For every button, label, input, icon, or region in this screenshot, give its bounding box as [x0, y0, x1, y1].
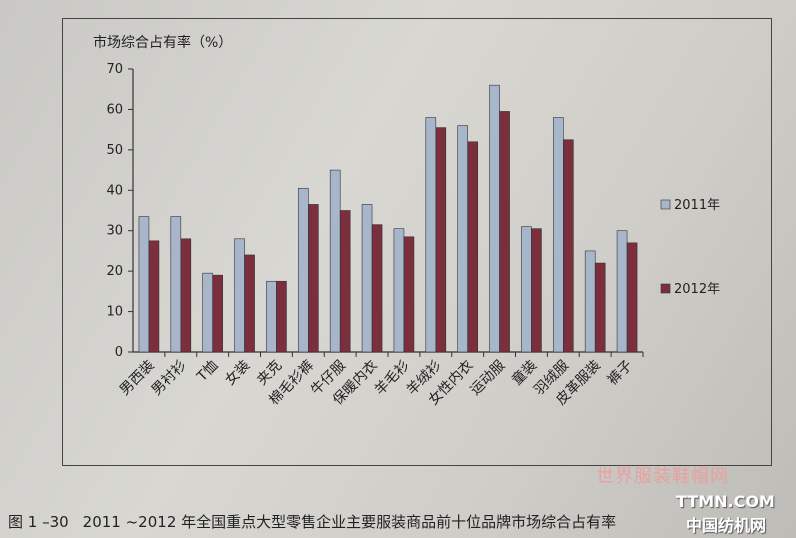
bar-2011	[457, 125, 468, 353]
x-category-label: 男西装	[117, 358, 158, 399]
bar-2012	[626, 242, 638, 353]
caption-number: 图 1 –30	[8, 513, 69, 531]
x-category-label: T恤	[194, 358, 222, 386]
x-category-label: 女装	[222, 357, 254, 389]
legend-label: 2012年	[674, 282, 720, 297]
bar-2012	[244, 254, 255, 353]
bar-2011	[393, 228, 405, 353]
y-tick-label: 40	[106, 183, 123, 198]
bar-2011	[361, 204, 373, 353]
bar-2012	[467, 141, 478, 353]
bar-2011	[553, 117, 564, 353]
bar-2011	[616, 230, 628, 353]
bar-2011	[584, 250, 596, 353]
bar-2012	[212, 274, 223, 353]
y-tick-label: 30	[106, 224, 123, 239]
bar-2012	[499, 111, 510, 353]
bar-2012	[180, 238, 192, 353]
bars	[138, 84, 638, 353]
caption-text: 2011 ~2012 年全国重点大型零售企业主要服装商品前十位品牌市场综合占有率	[82, 513, 617, 531]
bar-2011	[202, 272, 213, 353]
bar-2012	[339, 210, 351, 353]
bar-2012	[435, 127, 447, 353]
bar-2011	[138, 216, 150, 353]
bar-2012	[371, 224, 383, 353]
y-tick-label: 10	[106, 305, 123, 320]
bar-2011	[521, 226, 532, 353]
legend-label: 2011年	[674, 198, 720, 213]
x-category-label: 裤子	[605, 358, 636, 389]
y-tick-label: 50	[106, 143, 123, 158]
chart-title: 市场综合占有率（%）	[93, 34, 232, 51]
bar-2012	[594, 262, 606, 353]
bar-2011	[489, 84, 500, 353]
bar-2012	[563, 139, 574, 353]
legend: 2011年 2012年	[660, 198, 720, 297]
chart-frame: 市场综合占有率（%） 0 10 20 30 40 50 60 70 男西装 男衬衫 T恤 女装 夹克 棉毛…	[62, 18, 772, 466]
watermark-site: 世界服装鞋帽网	[596, 466, 729, 487]
y-tick-label: 20	[106, 264, 123, 279]
bar-2012	[308, 204, 319, 353]
bar-2011	[329, 169, 341, 353]
bar-2011	[234, 238, 245, 353]
bar-2012	[403, 236, 415, 353]
y-tick-label: 70	[106, 62, 123, 77]
x-category-label: 运动服	[467, 358, 508, 399]
x-category-label: 男衬衫	[149, 358, 190, 399]
watermark-url: TTMN.COM	[676, 492, 775, 511]
bar-2012	[531, 228, 542, 353]
bar-2011	[425, 117, 437, 353]
bar-2011	[170, 216, 182, 353]
watermark-site-cn: 中国纺机网	[686, 516, 767, 535]
bar-2011	[298, 187, 309, 353]
legend-swatch	[660, 199, 671, 210]
x-category-label: 羊毛衫	[372, 358, 413, 399]
y-tick-label: 60	[106, 102, 123, 117]
bar-2011	[266, 280, 277, 353]
bar-2012	[148, 240, 160, 353]
y-tick-label: 0	[115, 345, 123, 360]
bar-2012	[276, 280, 287, 353]
figure-caption: 图 1 –30 2011 ~2012 年全国重点大型零售企业主要服装商品前十位品牌…	[8, 511, 616, 532]
legend-swatch	[660, 283, 671, 294]
